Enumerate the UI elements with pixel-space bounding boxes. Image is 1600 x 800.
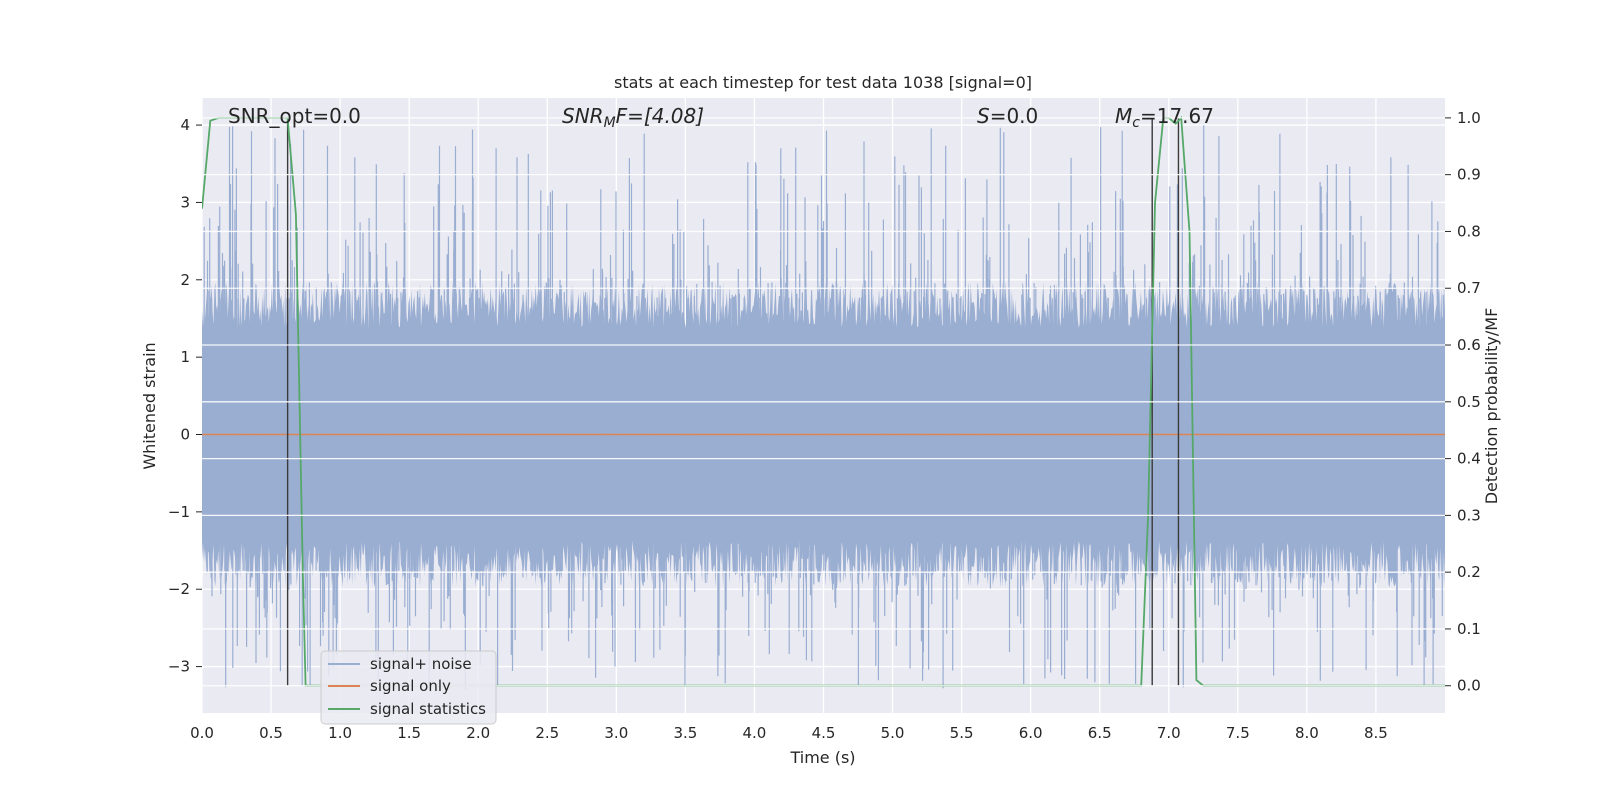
x-tick-label: 8.5 xyxy=(1364,724,1388,742)
x-tick-label: 6.5 xyxy=(1088,724,1112,742)
x-tick-label: 5.0 xyxy=(881,724,905,742)
left-y-tick-labels: 4 3 2 1 0 −1 −2 −3 xyxy=(168,116,202,676)
x-tick-label: 6.0 xyxy=(1019,724,1043,742)
y-tick-label-right: 1.0 xyxy=(1457,109,1481,127)
y-tick-label-right: 0.5 xyxy=(1457,393,1481,411)
annotation-snr-opt: SNR_opt=0.0 xyxy=(228,104,361,128)
left-y-axis-label: Whitened strain xyxy=(140,342,159,469)
x-tick-label: 5.5 xyxy=(950,724,974,742)
x-axis-label: Time (s) xyxy=(789,748,855,767)
y-tick-label-right: 0.1 xyxy=(1457,620,1481,638)
y-tick-label-left: 4 xyxy=(180,116,190,134)
right-y-tick-labels: 1.0 0.9 0.8 0.7 0.6 0.5 0.4 0.3 0.2 0.1 0.0 xyxy=(1445,109,1481,695)
x-tick-label: 7.0 xyxy=(1157,724,1181,742)
x-tick-label: 8.0 xyxy=(1295,724,1319,742)
y-tick-label-right: 0.3 xyxy=(1457,506,1481,524)
x-tick-label: 3.0 xyxy=(604,724,628,742)
x-tick-label: 0.5 xyxy=(259,724,283,742)
series-signal-noise xyxy=(203,125,1445,690)
x-tick-labels: 0.0 0.5 1.0 1.5 2.0 2.5 3.0 3.5 4.0 4.5 5.0 5.5 6.0 6… xyxy=(190,724,1388,742)
annotation-s: S=0.0 xyxy=(977,104,1038,128)
annotation-mc: Mc=17.67 xyxy=(1115,104,1214,131)
y-tick-label-left: −3 xyxy=(168,658,190,676)
y-grid-overlay xyxy=(202,117,1445,687)
y-tick-label-left: 2 xyxy=(180,271,190,289)
y-tick-label-left: 0 xyxy=(180,426,190,444)
y-tick-label-right: 0.4 xyxy=(1457,450,1481,468)
y-tick-label-left: −2 xyxy=(168,580,190,598)
legend-label-signal-only: signal only xyxy=(370,677,451,695)
y-tick-label-right: 0.7 xyxy=(1457,279,1481,297)
y-tick-label-right: 0.0 xyxy=(1457,677,1481,695)
y-tick-label-right: 0.6 xyxy=(1457,336,1481,354)
y-tick-label-left: 1 xyxy=(180,348,190,366)
y-tick-label-right: 0.9 xyxy=(1457,166,1481,184)
x-tick-label: 4.0 xyxy=(743,724,767,742)
x-tick-label: 1.5 xyxy=(397,724,421,742)
x-tick-label: 4.5 xyxy=(812,724,836,742)
right-y-axis-label: Detection probability/MF xyxy=(1482,308,1501,505)
y-tick-label-right: 0.8 xyxy=(1457,222,1481,240)
legend-label-signal-noise: signal+ noise xyxy=(370,655,472,673)
x-tick-label: 0.0 xyxy=(190,724,214,742)
annotation-snr-mf: SNRMF=[4.08] xyxy=(562,104,704,131)
chart-title: stats at each timestep for test data 103… xyxy=(614,73,1032,92)
x-tick-label: 3.5 xyxy=(673,724,697,742)
x-tick-label: 2.0 xyxy=(466,724,490,742)
y-tick-label-left: 3 xyxy=(180,193,190,211)
legend-label-signal-statistics: signal statistics xyxy=(370,700,486,718)
x-tick-label: 2.5 xyxy=(535,724,559,742)
x-tick-label: 1.0 xyxy=(328,724,352,742)
x-tick-label: 7.5 xyxy=(1226,724,1250,742)
y-tick-label-left: −1 xyxy=(168,503,190,521)
legend: signal+ noise signal only signal statist… xyxy=(320,650,497,725)
y-tick-label-right: 0.2 xyxy=(1457,563,1481,581)
